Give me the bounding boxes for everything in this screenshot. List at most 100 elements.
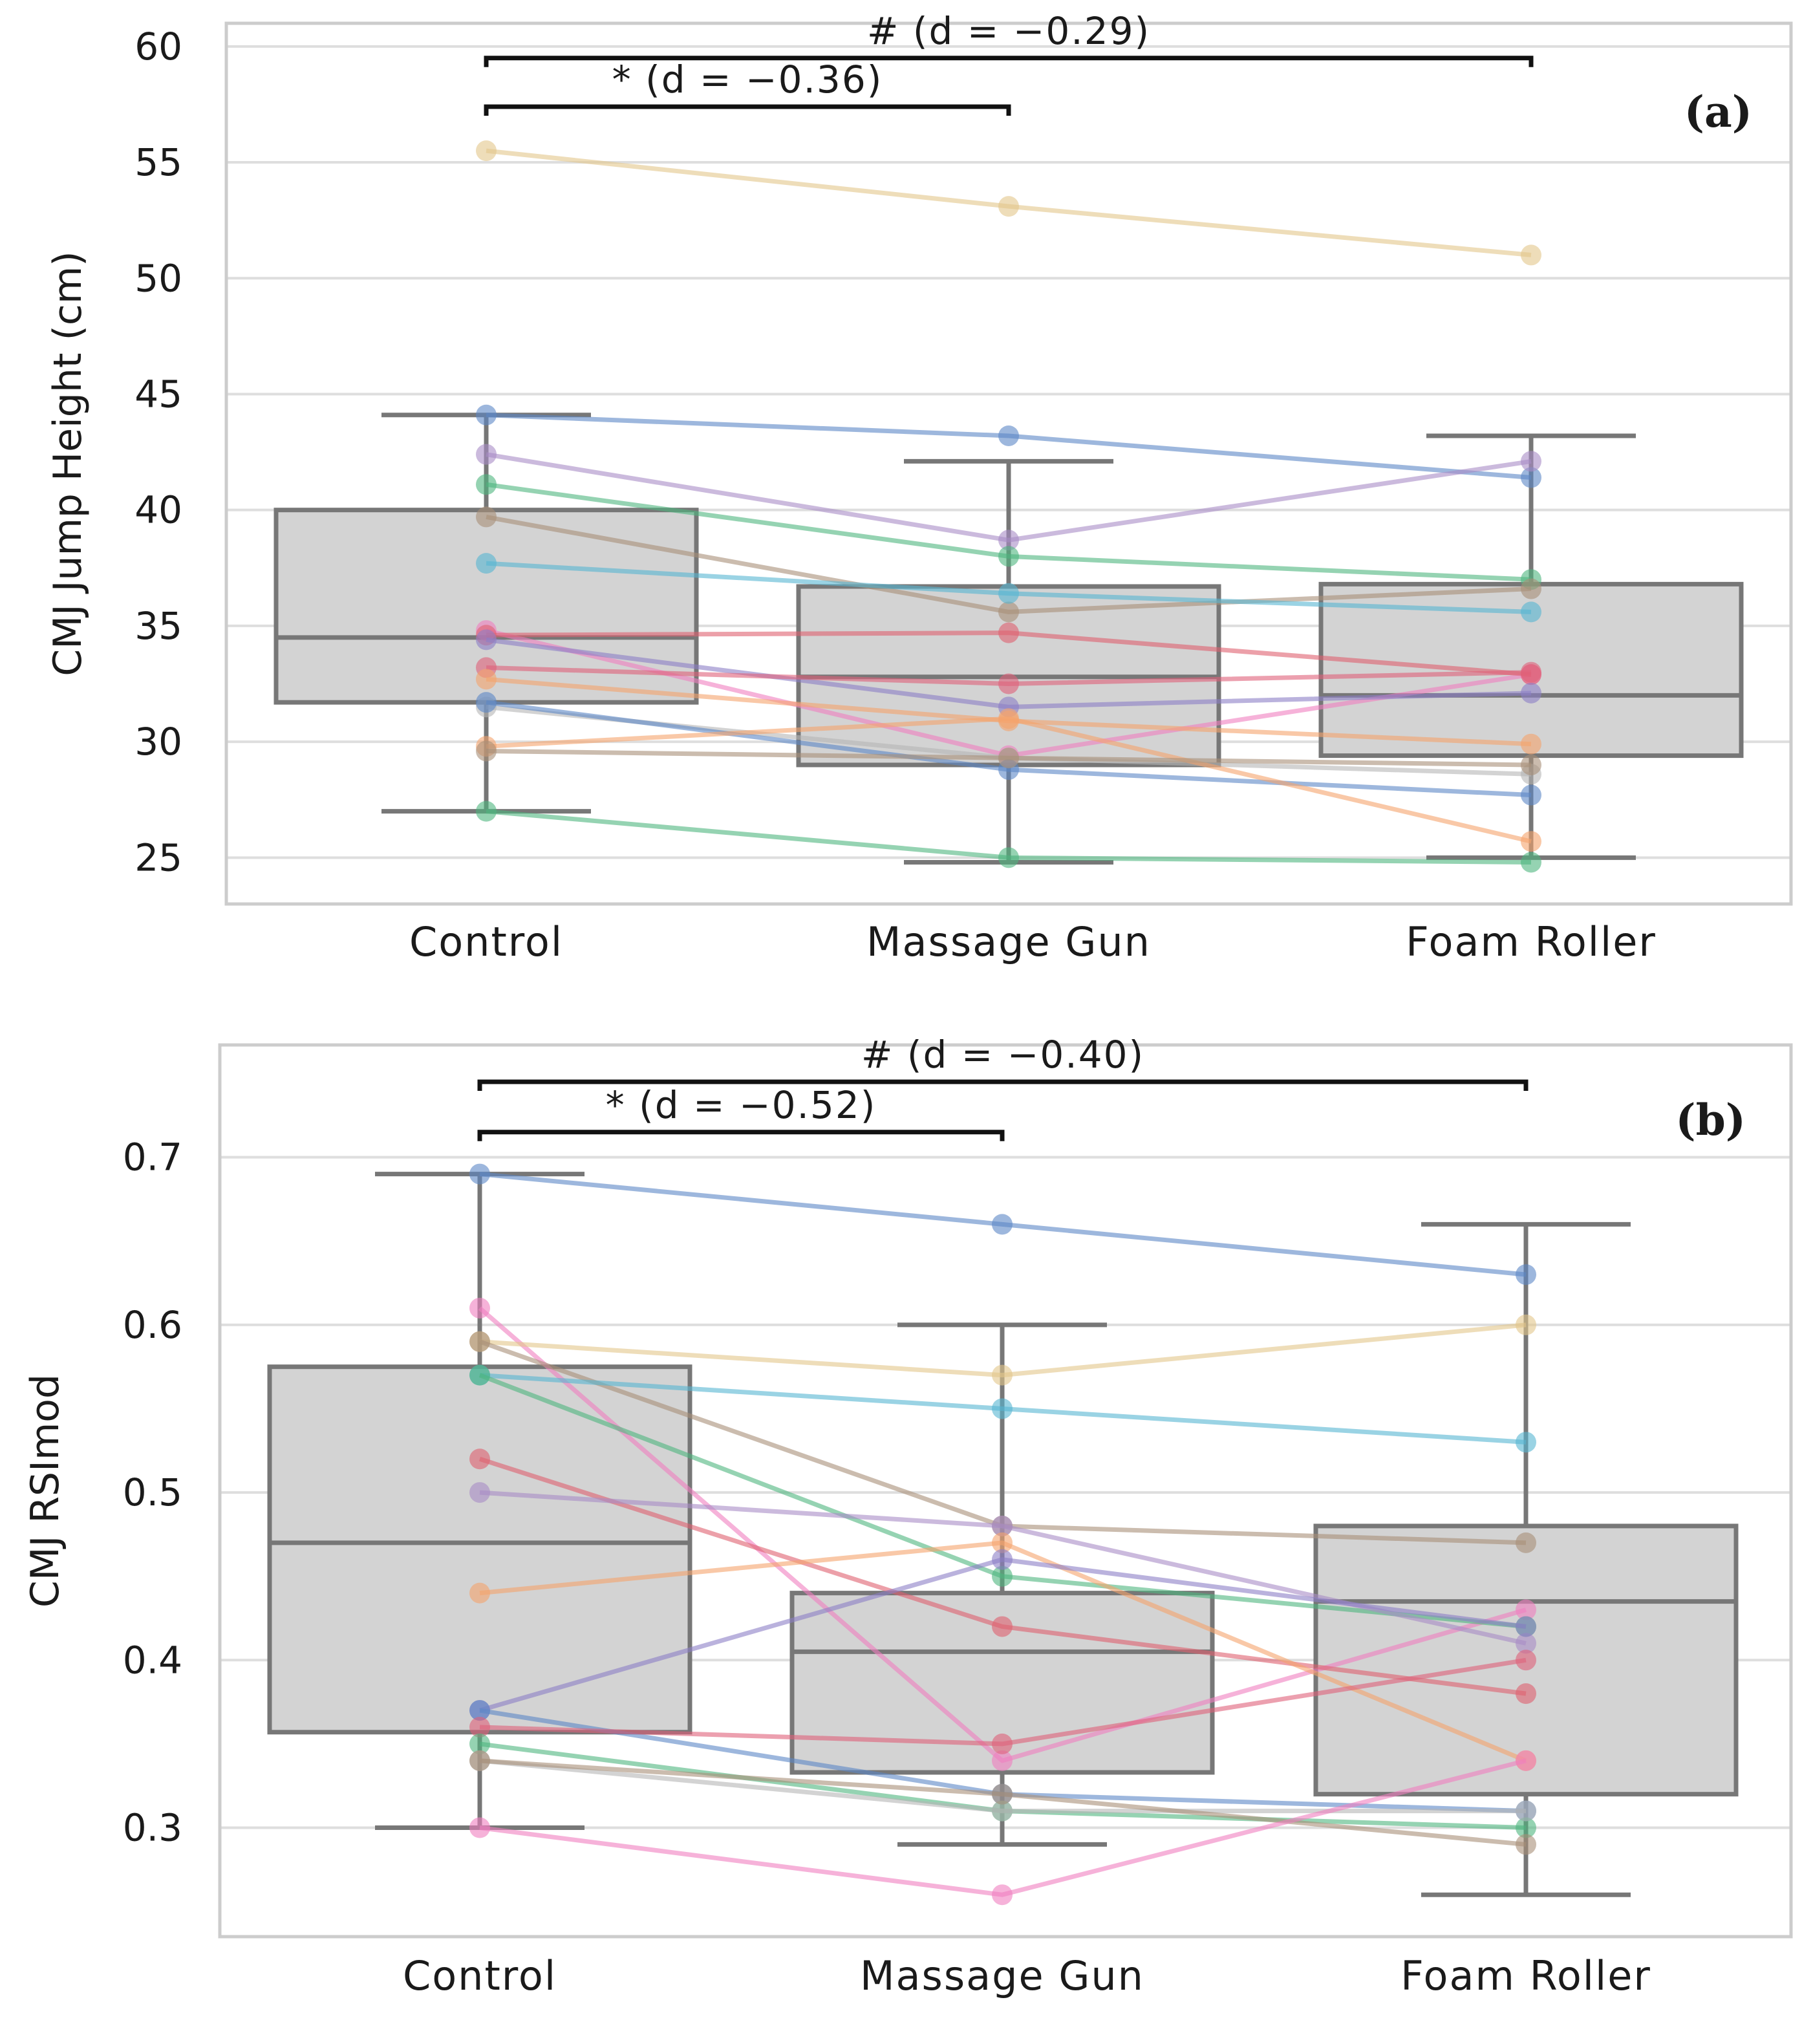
data-point	[1516, 1650, 1536, 1671]
data-point	[1516, 1599, 1536, 1620]
plot-frame	[218, 1043, 1793, 1939]
y-tick-label: 0.4	[123, 1638, 182, 1682]
data-point	[469, 1448, 490, 1470]
data-point	[998, 196, 1019, 217]
data-point	[1516, 1314, 1536, 1335]
data-point	[992, 1800, 1013, 1822]
data-point	[998, 708, 1019, 729]
y-tick-label: 25	[134, 835, 182, 879]
data-point	[998, 847, 1019, 868]
data-point	[476, 404, 497, 425]
plot-frame	[224, 21, 1793, 906]
data-point	[1521, 662, 1541, 683]
data-point	[1516, 1264, 1536, 1286]
data-point	[992, 1733, 1013, 1754]
y-tick-label: 0.3	[123, 1806, 182, 1850]
significance-label: * (d = −0.52)	[606, 1083, 877, 1127]
data-point	[469, 1482, 490, 1503]
data-point	[1516, 1683, 1536, 1705]
data-point	[998, 546, 1019, 567]
x-tick-label: Foam Roller	[1406, 918, 1657, 965]
box-iqr	[267, 1364, 692, 1735]
data-point	[469, 1297, 490, 1318]
data-point	[476, 474, 497, 495]
data-point	[1521, 601, 1541, 623]
significance-bracket: * (d = −0.36)	[484, 58, 1011, 116]
data-point	[998, 530, 1019, 551]
data-point	[1521, 733, 1541, 755]
data-point	[1521, 467, 1541, 488]
data-point	[1521, 754, 1541, 775]
subject-series	[476, 140, 1541, 873]
data-point	[1521, 578, 1541, 599]
data-point	[992, 1549, 1013, 1570]
panel-label: (b)	[1675, 1095, 1746, 1145]
data-point	[1521, 244, 1541, 266]
data-point	[469, 1331, 490, 1352]
data-point	[998, 583, 1019, 604]
data-point	[469, 1364, 490, 1386]
data-point	[998, 748, 1019, 769]
bracket-line	[484, 104, 1011, 116]
data-point	[998, 601, 1019, 623]
bracket-line	[484, 56, 1534, 67]
significance-label: # (d = −0.29)	[867, 9, 1150, 53]
data-point	[476, 444, 497, 465]
data-point	[998, 673, 1019, 694]
y-tick-label: 30	[134, 720, 182, 764]
data-point	[476, 740, 497, 762]
y-tick-label: 0.7	[123, 1135, 182, 1179]
y-tick-label: 35	[134, 604, 182, 648]
data-point	[476, 140, 497, 162]
data-point	[992, 1515, 1013, 1536]
x-tick-label: Control	[409, 918, 563, 965]
data-point	[469, 1750, 490, 1771]
data-point	[476, 801, 497, 822]
y-tick-label: 45	[134, 372, 182, 416]
data-point	[469, 1817, 490, 1838]
y-tick-label: 55	[134, 140, 182, 184]
significance-label: * (d = −0.36)	[612, 58, 883, 102]
box-massage-gun	[796, 458, 1221, 865]
data-point	[992, 1616, 1013, 1637]
data-point	[469, 1733, 490, 1754]
data-point	[992, 1364, 1013, 1386]
subject-series	[469, 1163, 1536, 1906]
y-tick-label: 60	[134, 25, 182, 69]
x-tick-label: Massage Gun	[860, 1952, 1144, 1999]
bracket-line	[477, 1079, 1529, 1092]
data-point	[469, 1163, 490, 1185]
significance-bracket: # (d = −0.29)	[484, 9, 1534, 67]
data-point	[1521, 831, 1541, 852]
x-tick-label: Control	[403, 1952, 557, 1999]
data-point	[1521, 682, 1541, 704]
data-point	[1516, 1432, 1536, 1453]
x-tick-label: Massage Gun	[866, 918, 1151, 965]
data-point	[476, 553, 497, 574]
significance-bracket: # (d = −0.40)	[477, 1033, 1529, 1092]
data-point	[476, 692, 497, 713]
y-axis-label: CMJ Jump Height (cm)	[45, 251, 91, 676]
data-point	[992, 1398, 1013, 1419]
y-tick-label: 40	[134, 488, 182, 532]
significance-bracket: * (d = −0.52)	[477, 1083, 1005, 1141]
data-point	[992, 1214, 1013, 1235]
data-point	[992, 1750, 1013, 1771]
data-point	[476, 629, 497, 651]
y-tick-label: 0.6	[123, 1303, 182, 1347]
data-point	[1516, 1616, 1536, 1637]
data-point	[998, 622, 1019, 643]
data-point	[992, 1783, 1013, 1805]
data-point	[476, 506, 497, 528]
data-point	[1516, 1834, 1536, 1855]
data-point	[1516, 1750, 1536, 1771]
panel-b: 0.3 0.4 0.5 0.6 0.7 CMJ RSImod Control Massage …	[23, 1033, 1793, 1999]
data-point	[1521, 784, 1541, 806]
y-axis-label: CMJ RSImod	[23, 1374, 68, 1608]
data-point	[992, 1565, 1013, 1587]
data-point	[1516, 1800, 1536, 1822]
data-point	[469, 1582, 490, 1604]
data-point	[469, 1716, 490, 1737]
data-point	[469, 1700, 490, 1721]
